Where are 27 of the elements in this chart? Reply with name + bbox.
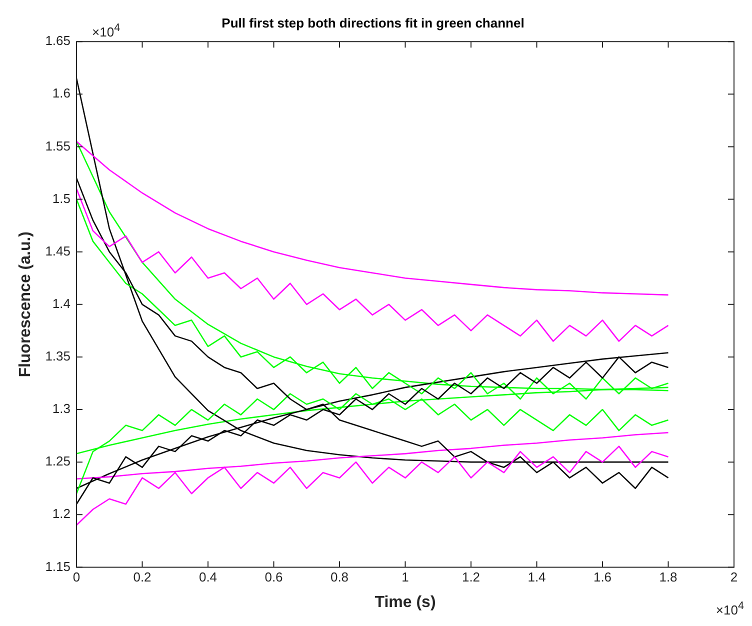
x-tick-label: 1.2 bbox=[462, 570, 480, 585]
x-tick-label: 1.8 bbox=[659, 570, 678, 585]
chart-title: Pull first step both directions fit in green channel bbox=[222, 15, 524, 30]
y-tick-label: 1.3 bbox=[52, 401, 70, 416]
y-tick-label: 1.6 bbox=[52, 86, 70, 101]
y-tick-label: 1.45 bbox=[45, 243, 70, 258]
y-tick-label: 1.25 bbox=[45, 454, 70, 469]
x-tick-label: 0 bbox=[72, 570, 80, 585]
x-tick-label: 0.2 bbox=[133, 570, 152, 585]
y-tick-label: 1.65 bbox=[45, 33, 70, 48]
x-tick-label: 1 bbox=[402, 570, 409, 585]
y-tick-label: 1.35 bbox=[45, 348, 70, 364]
text: ×10$^{4}$ bbox=[716, 600, 744, 618]
y-tick-label: 1.55 bbox=[45, 138, 70, 154]
y-tick-label: 1.15 bbox=[45, 558, 70, 574]
x-tick-label: 1.6 bbox=[593, 570, 612, 585]
x-tick-label: 2 bbox=[730, 570, 738, 585]
y-tick-label: 1.4 bbox=[52, 296, 70, 311]
y-axis-title: Fluorescence (a.u.) bbox=[17, 231, 34, 378]
y-tick-label: 1.2 bbox=[52, 506, 70, 522]
y-tick-label: 1.5 bbox=[52, 190, 70, 206]
x-tick-label: 1.4 bbox=[528, 570, 546, 585]
x-tick-label: 0.6 bbox=[264, 570, 283, 585]
text: ×10$^{4}$ bbox=[92, 22, 120, 40]
x-axis-title: Time (s) bbox=[374, 594, 436, 611]
x-tick-label: 0.8 bbox=[330, 570, 349, 585]
x-tick-label: 0.4 bbox=[198, 570, 218, 585]
